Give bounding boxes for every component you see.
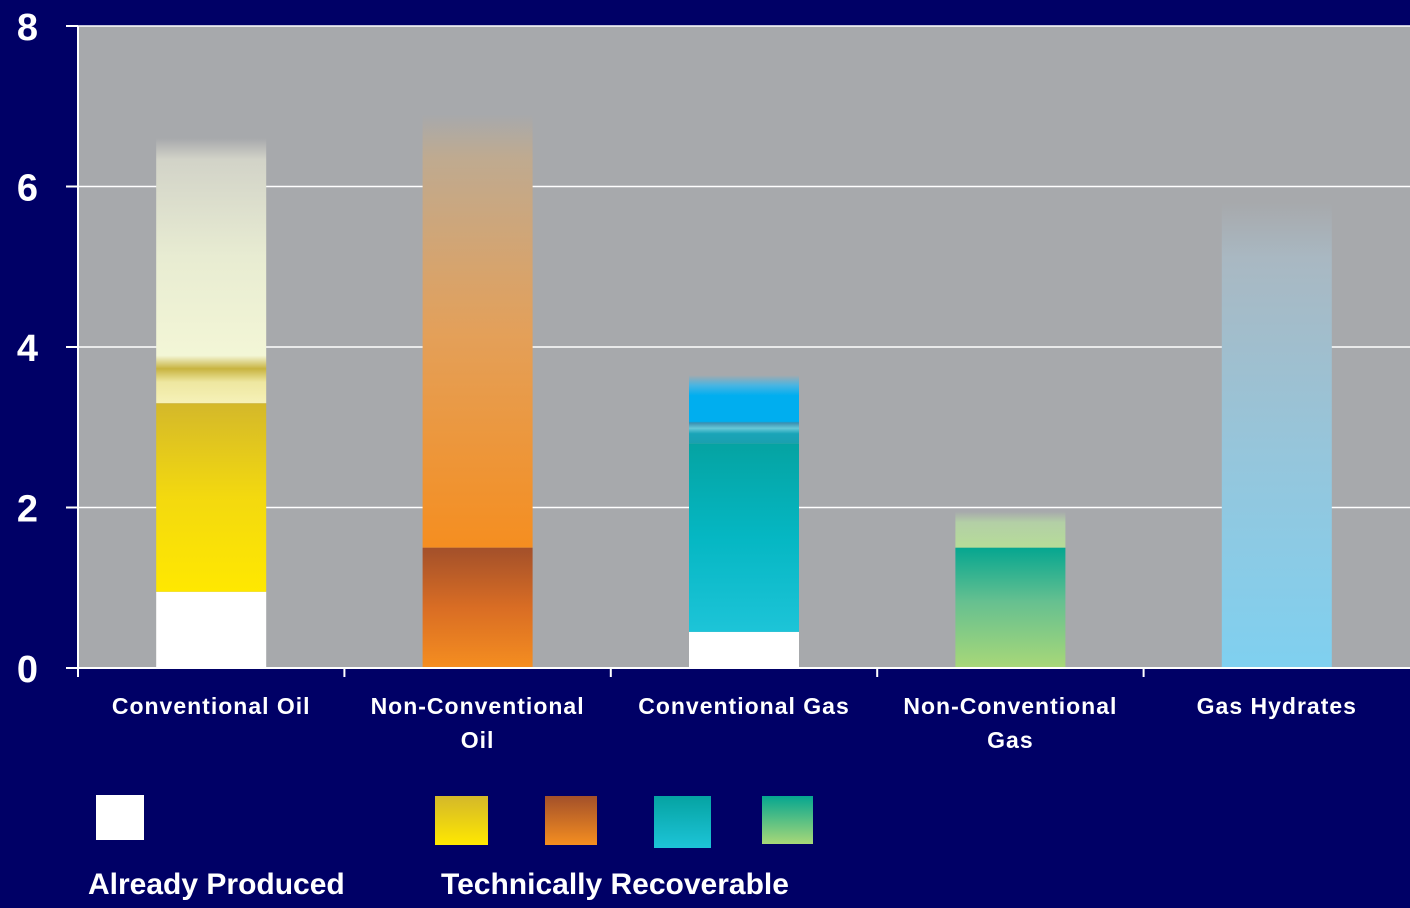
y-tick-labels: 0 2 4 6 8 [17, 7, 38, 691]
y-tick-label: 8 [17, 7, 38, 49]
legend-swatch-gas-recoverable [654, 796, 711, 848]
bar-segment [156, 138, 267, 404]
gridlines [78, 25, 1410, 509]
bar-segment [422, 114, 533, 548]
x-tick-label: Gas [987, 727, 1033, 753]
bar-segment [955, 547, 1066, 668]
bar-segment [156, 591, 267, 668]
legend-swatch-nonconventional-gas-recoverable [762, 796, 813, 844]
x-tick-labels: Conventional Oil Non-Conventional Oil Conve… [112, 693, 1357, 753]
bar-segment [422, 547, 533, 668]
bars [156, 114, 1332, 669]
axes [66, 25, 1410, 677]
bar-segment [689, 375, 799, 444]
x-tick-label: Non-Conventional [371, 693, 585, 719]
y-tick-label: 6 [17, 168, 38, 210]
x-tick-label: Gas Hydrates [1197, 693, 1357, 719]
y-tick-label: 2 [17, 489, 38, 531]
y-tick-label: 0 [17, 649, 38, 691]
bar-segment [689, 443, 799, 632]
legend-swatch-oil-recoverable [435, 796, 488, 845]
x-tick-label: Oil [461, 727, 495, 753]
bar-segment [955, 511, 1066, 548]
x-tick-label: Conventional Gas [638, 693, 850, 719]
y-tick-label: 4 [17, 328, 38, 370]
legend-swatch-produced [96, 795, 144, 840]
bar-segment [689, 631, 799, 668]
x-tick-label: Conventional Oil [112, 693, 311, 719]
legend-label-produced: Already Produced [88, 868, 345, 901]
bar-segment [1221, 202, 1332, 669]
legend-swatch-nonconventional-oil-recoverable [545, 796, 597, 845]
legend-label-recoverable: Technically Recoverable [441, 868, 789, 901]
bar-segment [156, 403, 267, 592]
x-tick-label: Non-Conventional [903, 693, 1117, 719]
